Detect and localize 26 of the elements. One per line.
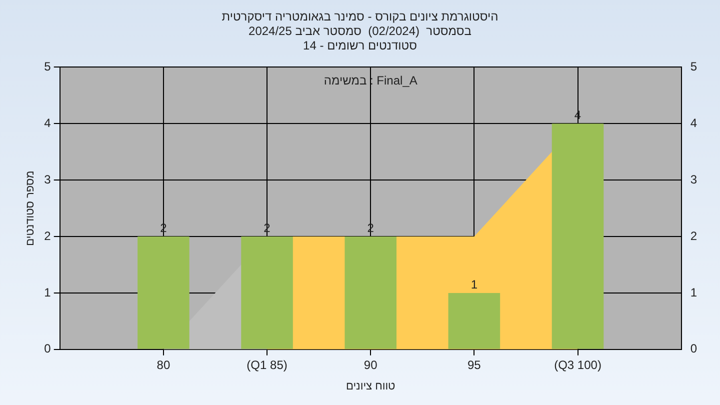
y2-tick-label: 5	[690, 60, 698, 74]
y-tick-label: 5	[44, 60, 52, 74]
y2-tick-label: 4	[690, 116, 698, 130]
x-tick-label: 95	[467, 358, 482, 372]
y2-tick-label: 1	[690, 285, 698, 300]
y-tick-label: 1	[44, 285, 52, 300]
x-tick-label: (Q3 100)	[554, 358, 602, 372]
y-axis-title: מספר סטודנטים	[24, 170, 37, 246]
x-tick-label: 80	[156, 358, 170, 372]
chart-subtitle: בסמסטר (02/2024) סמסטר אביב 2024/25 סטודנטים רשומים - 14	[248, 24, 472, 52]
y-tick-label: 3	[44, 172, 52, 186]
annotation: במשימה : Final_A	[324, 74, 418, 88]
y-tick-label: 4	[44, 116, 52, 130]
bar	[344, 236, 396, 349]
bar	[552, 124, 604, 349]
data-label: 1	[470, 277, 478, 292]
y2-tick-label: 3	[690, 172, 698, 186]
x-tick-label: 90	[364, 358, 378, 372]
y2-tick-label: 0	[690, 342, 698, 356]
x-tick-label: (Q1 85)	[246, 358, 288, 372]
y-tick-label: 0	[44, 342, 52, 356]
y2-tick-label: 2	[690, 228, 698, 243]
bar	[448, 292, 500, 349]
x-axis-title: טווח ציונים	[346, 380, 396, 392]
y-tick-label: 2	[44, 228, 52, 243]
chart-title: היסטוגרמת ציונים בקורס - סמינר בגאומטריה דיסקרטית	[222, 10, 498, 24]
